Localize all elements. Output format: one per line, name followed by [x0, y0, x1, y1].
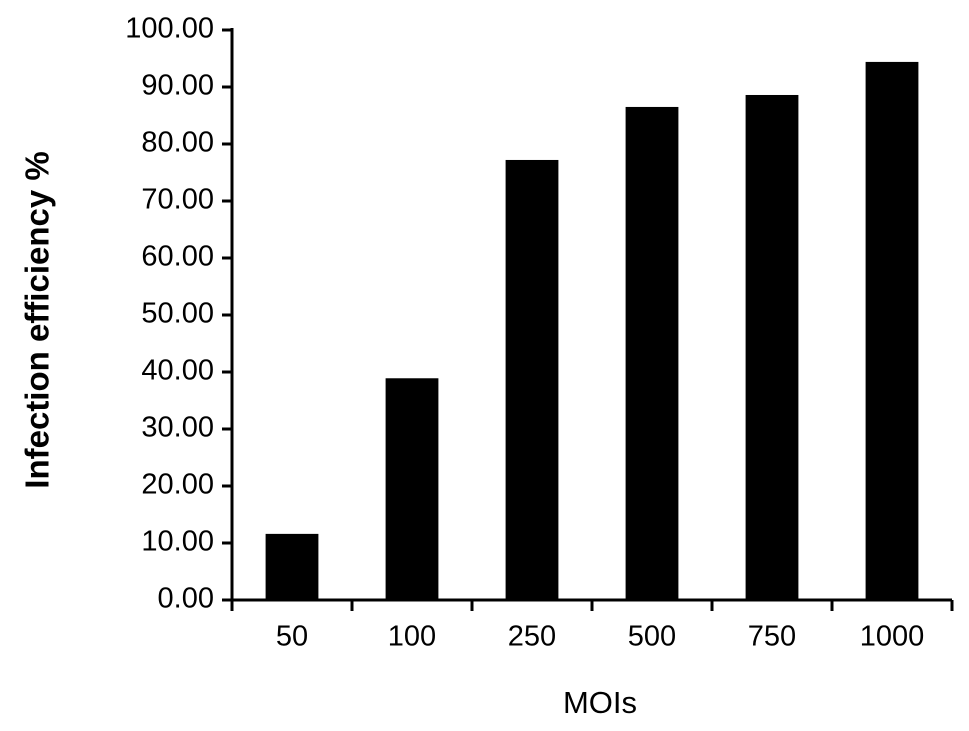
x-tick-label: 100: [388, 621, 436, 653]
y-tick-label: 90.00: [141, 70, 214, 102]
x-axis-title: MOIs: [563, 685, 637, 720]
y-tick-label: 0.00: [158, 583, 214, 615]
x-tick-label: 50: [276, 621, 308, 653]
y-tick-label: 100.00: [125, 13, 214, 45]
y-tick-label: 10.00: [141, 526, 214, 558]
y-tick-label: 60.00: [141, 241, 214, 273]
y-tick-label: 80.00: [141, 127, 214, 159]
x-tick-label: 500: [628, 621, 676, 653]
y-tick-label: 50.00: [141, 298, 214, 330]
y-tick-label: 40.00: [141, 355, 214, 387]
bar: [625, 106, 679, 600]
x-tick-label: 750: [748, 621, 796, 653]
y-tick-label: 20.00: [141, 469, 214, 501]
x-tick-label: 1000: [860, 621, 925, 653]
x-tick-label: 250: [508, 621, 556, 653]
y-tick-label: 70.00: [141, 184, 214, 216]
bar: [865, 61, 919, 601]
bar: [385, 378, 439, 600]
bar: [505, 159, 559, 600]
bar: [745, 94, 799, 600]
y-axis-title: Infection efficiency %: [19, 151, 56, 488]
y-tick-label: 30.00: [141, 412, 214, 444]
bar: [265, 533, 319, 600]
